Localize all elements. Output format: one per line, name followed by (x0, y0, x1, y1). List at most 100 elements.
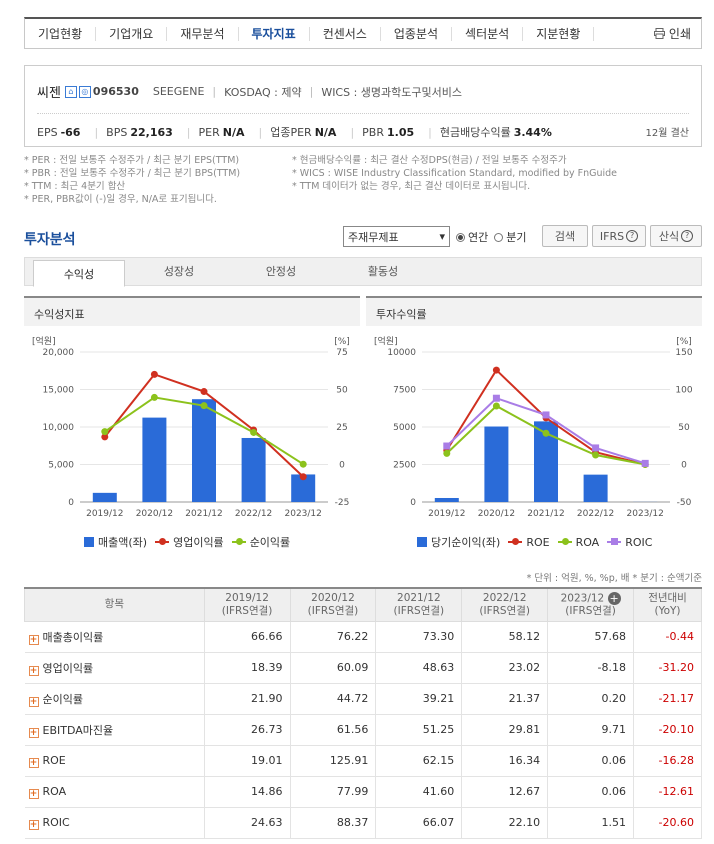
line-point (101, 433, 109, 441)
table-cell: 76.22 (290, 621, 377, 653)
statement-select-value: 주재무제표 (348, 230, 399, 244)
radio-annual[interactable]: 연간 (456, 229, 488, 245)
expand-columns-icon[interactable]: + (607, 591, 621, 605)
left-tick-label: 20,000 (43, 348, 75, 358)
table-cell: 41.60 (375, 776, 463, 808)
table-cell: 16.34 (461, 745, 549, 777)
statement-select[interactable]: 주재무제표 ▾ (343, 226, 450, 247)
table-row[interactable]: + ROA 14.86 77.99 41.60 12.67 0.06 -12.61 (24, 776, 702, 808)
metric-industry-per: 업종PER N/A (270, 126, 337, 139)
nav-item-sector-analysis[interactable]: 섹터분석 (452, 26, 524, 41)
table-cell: 77.99 (290, 776, 377, 808)
note-per: * PER : 전일 보통주 수정주가 / 최근 분기 EPS(TTM) (24, 155, 240, 166)
right-axis-unit: [%] (676, 337, 692, 347)
row-label[interactable]: + 영업이익률 (24, 652, 205, 684)
table-cell: 88.37 (290, 807, 377, 839)
header-col-2021: 2021/12 (IFRS연결) (375, 587, 463, 622)
table-row[interactable]: + ROIC 24.63 88.37 66.07 22.10 1.51 -20.60 (24, 807, 702, 839)
table-row[interactable]: + 영업이익률 18.39 60.09 48.63 23.02 -8.18 -31.20 (24, 652, 702, 684)
x-tick-label: 2023/12 (285, 509, 322, 519)
line-point (592, 444, 600, 452)
row-label[interactable]: + ROE (24, 745, 205, 777)
table-cell: 73.30 (375, 621, 463, 653)
table-cell: 12.67 (461, 776, 549, 808)
table-cell: 26.73 (204, 714, 291, 746)
home-icon[interactable]: ⌂ (64, 85, 77, 98)
line-point (641, 459, 649, 467)
company-name: 씨젠 (37, 86, 61, 101)
metric-pbr: PBR 1.05 (362, 125, 415, 139)
header-col-2022: 2022/12 (IFRS연결) (461, 587, 549, 622)
table-cell: 14.86 (204, 776, 291, 808)
row-label[interactable]: + 순이익률 (24, 683, 205, 715)
nav-item-shareholding[interactable]: 지분현황 (523, 26, 595, 41)
formula-button[interactable]: 산식? (650, 225, 702, 247)
tab-activity[interactable]: 활동성 (367, 265, 399, 278)
analysis-tabs: 수익성 성장성 안정성 활동성 (24, 257, 702, 287)
table-cell: 19.01 (204, 745, 291, 777)
row-label[interactable]: + ROIC (24, 807, 205, 839)
metric-per: PER N/A (198, 125, 245, 139)
nav-item-investment-indicators[interactable]: 투자지표 (239, 26, 310, 41)
profitability-legend: 매출액(좌) 영업이익률 순이익률 (84, 534, 298, 550)
left-tick-label: 0 (68, 498, 74, 508)
tab-stability[interactable]: 안정성 (265, 265, 297, 278)
expand-icon: + (28, 788, 39, 799)
row-label[interactable]: + EBITDA마진율 (24, 714, 205, 746)
bar-mark (484, 426, 509, 502)
bar-mark (192, 399, 216, 502)
table-row[interactable]: + EBITDA마진율 26.73 61.56 51.25 29.81 9.71 -20.10 (24, 714, 702, 746)
table-cell: 60.09 (290, 652, 377, 684)
tab-profitability[interactable]: 수익성 (33, 260, 125, 287)
table-cell: 18.39 (204, 652, 291, 684)
company-eng-name: SEEGENE (152, 85, 205, 98)
table-cell: 29.81 (461, 714, 549, 746)
expand-icon: + (28, 727, 39, 738)
company-summary: 씨젠 ⌂ ◎ 096530 SEEGENE | KOSDAQ : 제약 | WI… (24, 65, 702, 147)
nav-item-financial-analysis[interactable]: 재무분석 (167, 26, 239, 41)
header-col-2020: 2020/12 (IFRS연결) (289, 587, 377, 622)
row-label[interactable]: + ROA (24, 776, 205, 808)
search-button[interactable]: 검색 (542, 225, 588, 247)
legend-item-roe: ROE (508, 536, 550, 549)
nav-item-company-overview[interactable]: 기업개요 (96, 26, 168, 41)
table-cell: 1.51 (547, 807, 635, 839)
ifrs-button[interactable]: IFRS? (592, 225, 646, 247)
header-yoy: 전년대비 (YoY) (633, 587, 702, 622)
table-cell: 24.63 (204, 807, 291, 839)
left-tick-label: 5,000 (48, 461, 74, 471)
print-button[interactable]: 인쇄 (653, 25, 691, 42)
table-cell: 62.15 (375, 745, 463, 777)
table-cell: 125.91 (290, 745, 377, 777)
header-item: 항목 (24, 587, 205, 622)
table-cell: 44.72 (290, 683, 377, 715)
note-pbr: * PBR : 전일 보통주 수정주가 / 최근 분기 BPS(TTM) (24, 168, 241, 179)
ir-icon[interactable]: ◎ (78, 85, 91, 98)
right-tick-label: -50 (677, 498, 692, 508)
table-row[interactable]: + 순이익률 21.90 44.72 39.21 21.37 0.20 -21.17 (24, 683, 702, 715)
nav-item-industry-analysis[interactable]: 업종분석 (381, 26, 453, 41)
row-label[interactable]: + 매출총이익률 (24, 621, 205, 653)
nav-item-consensus[interactable]: 컨센서스 (310, 26, 381, 41)
legend-item-sales: 매출액(좌) (84, 534, 147, 550)
table-row[interactable]: + ROE 19.01 125.91 62.15 16.34 0.06 -16.28 (24, 745, 702, 777)
table-cell: 48.63 (375, 652, 463, 684)
tab-growth[interactable]: 성장성 (163, 265, 195, 278)
bar-mark (434, 497, 459, 502)
right-tick-label: 50 (336, 386, 348, 396)
left-tick-label: 10000 (387, 348, 416, 358)
table-cell: 39.21 (375, 683, 463, 715)
note-ttm-fallback: * TTM 데이터가 없는 경우, 최근 결산 데이터로 표시됩니다. (292, 181, 531, 192)
bar-mark (241, 437, 266, 502)
x-tick-label: 2021/12 (527, 509, 564, 519)
nav-item-company-status[interactable]: 기업현황 (25, 26, 97, 41)
yoy-cell: -31.20 (633, 652, 702, 684)
radio-quarter[interactable]: 분기 (494, 229, 527, 245)
top-nav: 기업현황 기업개요 재무분석 투자지표 컨센서스 업종분석 섹터분석 지분현황 … (24, 17, 702, 49)
table-row[interactable]: + 매출총이익률 66.66 76.22 73.30 58.12 57.68 -0.44 (24, 621, 702, 653)
left-tick-label: 5000 (393, 423, 416, 433)
right-tick-label: 25 (336, 423, 347, 433)
profitability-panel: 수익성지표 (24, 296, 360, 326)
legend-item-net-income: 당기순이익(좌) (417, 534, 500, 550)
line-point (492, 402, 500, 410)
